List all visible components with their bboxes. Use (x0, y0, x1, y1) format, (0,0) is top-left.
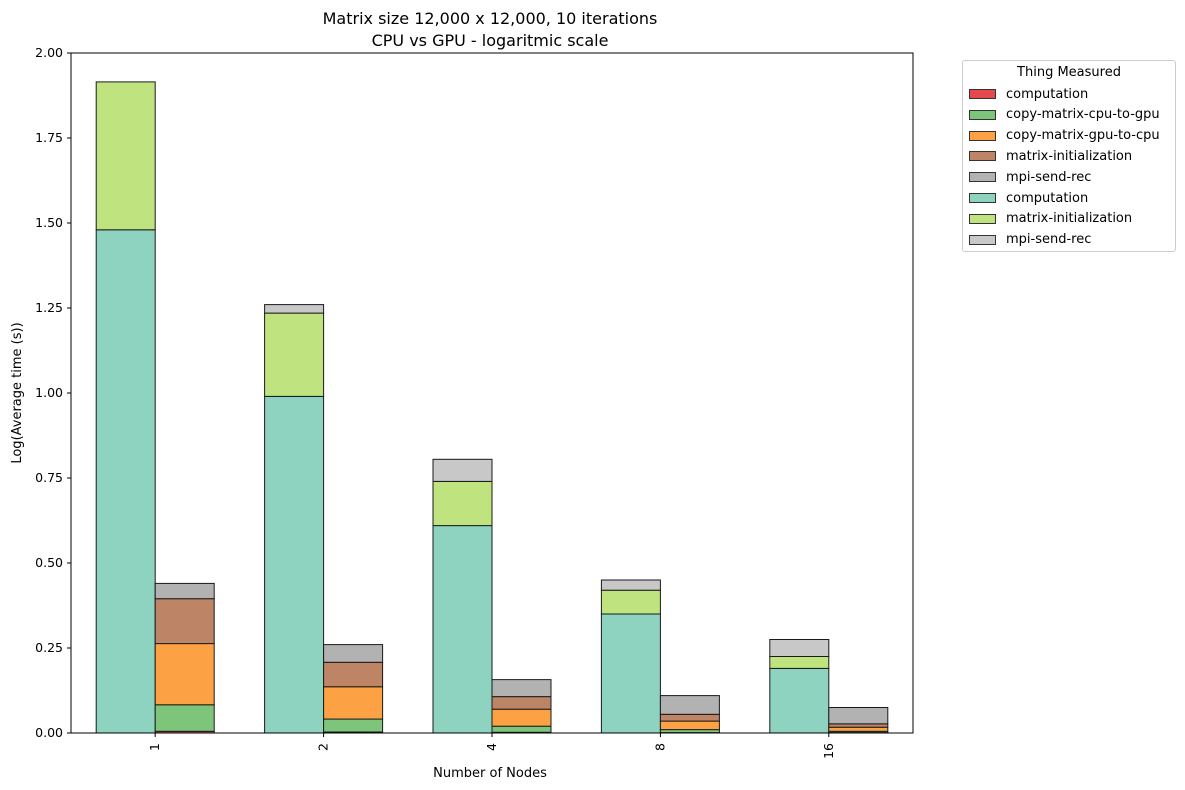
bar-segment (323, 661, 384, 688)
legend-item: mpi-send-rec (969, 231, 1091, 249)
legend-title: Thing Measured (1017, 65, 1121, 80)
y-tick-label: 2.00 (35, 45, 63, 60)
y-tick-label: 0.00 (35, 725, 63, 740)
bar-segment (600, 589, 661, 615)
bar-segment (264, 304, 325, 314)
plot-area: 0.00 0.25 0.50 0.75 1.00 1.25 1.50 1.75 2.00 1 2 4 8… (35, 45, 914, 759)
legend-label: computation (1006, 86, 1089, 102)
legend-item: matrix-initialization (969, 147, 1132, 165)
bar-segment (154, 643, 215, 706)
legend-label: copy-matrix-cpu-to-gpu (1006, 107, 1160, 123)
chart-title: Matrix size 12,000 x 12,000, 10 iteratio… (323, 9, 658, 28)
legend-swatch (969, 193, 996, 203)
y-tick-label: 0.75 (35, 470, 63, 485)
legend-label: mpi-send-rec (1006, 169, 1092, 185)
bar-segment (154, 704, 215, 732)
legend-item: mpi-send-rec (969, 168, 1091, 186)
x-tick-label: 2 (316, 743, 331, 751)
bar-segment (659, 713, 720, 722)
x-axis-label: Number of Nodes (433, 766, 547, 781)
bar-segment (828, 726, 889, 732)
y-tick-label: 1.00 (35, 385, 63, 400)
bar-segment (491, 679, 552, 698)
x-tick-label: 8 (652, 743, 667, 751)
legend-item: copy-matrix-cpu-to-gpu (969, 106, 1160, 124)
legend-item: computation (969, 189, 1088, 207)
x-tick-label: 4 (484, 743, 499, 751)
legend-swatch (969, 151, 996, 162)
bar-segment (432, 525, 493, 734)
bar-segment (491, 708, 552, 727)
legend: Thing Measured computation copy-matrix-cp… (962, 60, 1176, 252)
bar-segment (659, 695, 720, 715)
legend-item: computation (969, 85, 1088, 103)
chart-subtitle: CPU vs GPU - logaritmic scale (372, 31, 609, 50)
bar-segment (95, 81, 156, 231)
legend-swatch (969, 213, 996, 224)
legend-swatch (969, 109, 996, 120)
plot-frame (70, 52, 914, 734)
x-tick-label: 16 (821, 743, 836, 759)
bar-segment (769, 667, 830, 734)
legend-label: computation (1006, 190, 1089, 206)
legend-swatch (969, 234, 996, 245)
bar-segment (659, 720, 720, 731)
bar-segment (491, 725, 552, 733)
bar-segment (600, 579, 661, 591)
bar-segment (769, 656, 830, 669)
legend-label: matrix-initialization (1006, 148, 1133, 164)
bar-segment (323, 644, 384, 663)
bar-segment (323, 686, 384, 720)
bar-segment (491, 696, 552, 710)
y-axis-label: Log(Average time (s)) (10, 322, 25, 463)
bar-segment (264, 312, 325, 397)
y-tick-label: 0.25 (35, 640, 63, 655)
y-tick-label: 1.25 (35, 300, 63, 315)
legend-label: mpi-send-rec (1006, 232, 1092, 248)
bar-segment (323, 718, 384, 733)
y-tick-label: 1.50 (35, 215, 63, 230)
legend-swatch (969, 172, 996, 183)
legend-swatch (969, 130, 996, 141)
bar-segment (154, 598, 215, 645)
legend-item: matrix-initialization (969, 210, 1132, 228)
legend-item: copy-matrix-gpu-to-cpu (969, 127, 1160, 145)
bar-segment (95, 229, 156, 734)
bar-segment (264, 395, 325, 734)
bar-segment (432, 458, 493, 482)
bar-segment (432, 480, 493, 527)
bar-segment (828, 707, 889, 725)
x-tick-label: 1 (147, 743, 162, 751)
bar-segment (769, 639, 830, 657)
legend-label: matrix-initialization (1006, 211, 1133, 227)
legend-swatch (969, 89, 996, 99)
y-tick-label: 1.75 (35, 130, 63, 145)
bar-segment (828, 723, 889, 728)
bar-segment (600, 613, 661, 734)
bar-segment (154, 582, 215, 600)
legend-label: copy-matrix-gpu-to-cpu (1006, 128, 1160, 144)
y-tick-label: 0.50 (35, 555, 63, 570)
